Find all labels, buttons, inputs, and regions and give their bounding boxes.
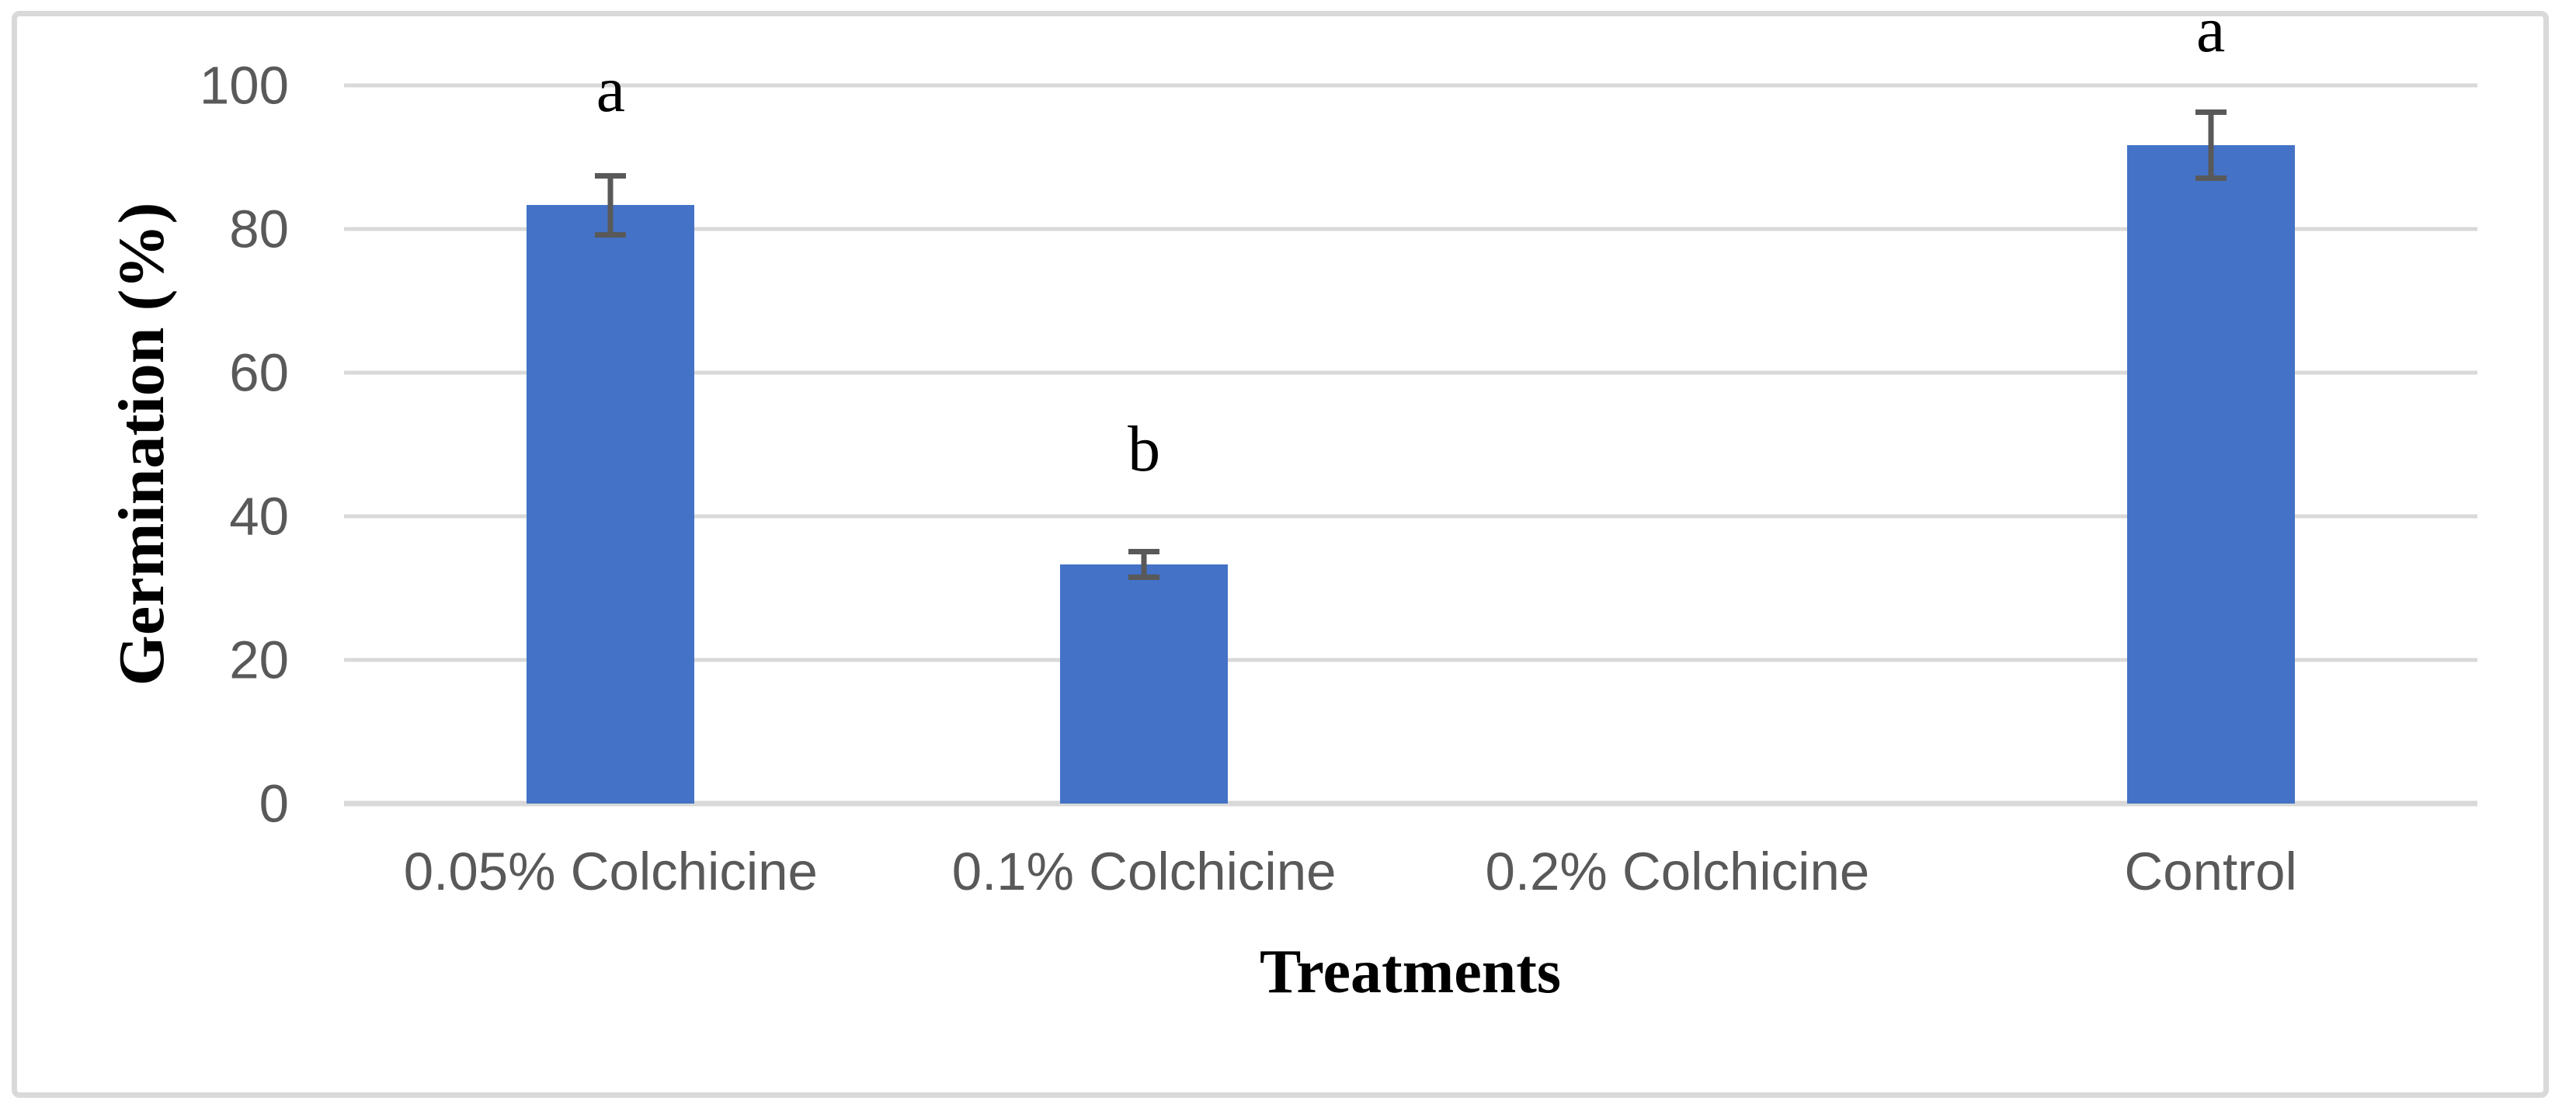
y-tick-label-60: 60 [229,342,289,403]
x-axis-line [344,800,2477,807]
error-bar-0-05-colchicine [607,175,614,235]
error-bar-cap-bottom-control [2195,175,2227,181]
error-bar-cap-bottom-0-05-colchicine [595,231,627,238]
gridline-20 [344,658,2477,662]
gridline-40 [344,514,2477,519]
significance-letter-control: a [2195,0,2226,66]
chart-border-frame [12,11,2549,1098]
bar-control [2126,144,2295,804]
y-tick-label-100: 100 [199,55,289,116]
error-bar-control [2208,112,2214,179]
y-tick-label-20: 20 [229,630,289,690]
error-bar-cap-top-0-1-colchicine [1128,548,1160,554]
x-category-label-0-2-colchicine: 0.2% Colchicine [1485,842,1870,901]
x-category-label-0-1-colchicine: 0.1% Colchicine [951,842,1337,901]
error-bar-0-1-colchicine [1141,551,1147,578]
gridline-60 [344,370,2477,375]
significance-letter-0-05-colchicine: a [596,54,626,127]
x-category-label-control: Control [2124,842,2297,901]
significance-letter-0-1-colchicine: b [1128,412,1161,485]
y-tick-label-80: 80 [229,199,289,259]
bar-0-1-colchicine [1060,564,1229,804]
bar-0-05-colchicine [527,205,695,804]
y-axis-title: Germination (%) [106,202,178,686]
y-tick-label-0: 0 [259,773,289,834]
gridline-100 [344,83,2477,88]
y-tick-label-40: 40 [229,486,289,547]
error-bar-cap-top-control [2195,109,2227,115]
x-category-label-0-05-colchicine: 0.05% Colchicine [403,842,818,901]
x-axis-title: Treatments [1259,938,1562,1006]
error-bar-cap-top-0-05-colchicine [595,173,627,179]
error-bar-cap-bottom-0-1-colchicine [1128,575,1160,581]
gridline-80 [344,227,2477,231]
